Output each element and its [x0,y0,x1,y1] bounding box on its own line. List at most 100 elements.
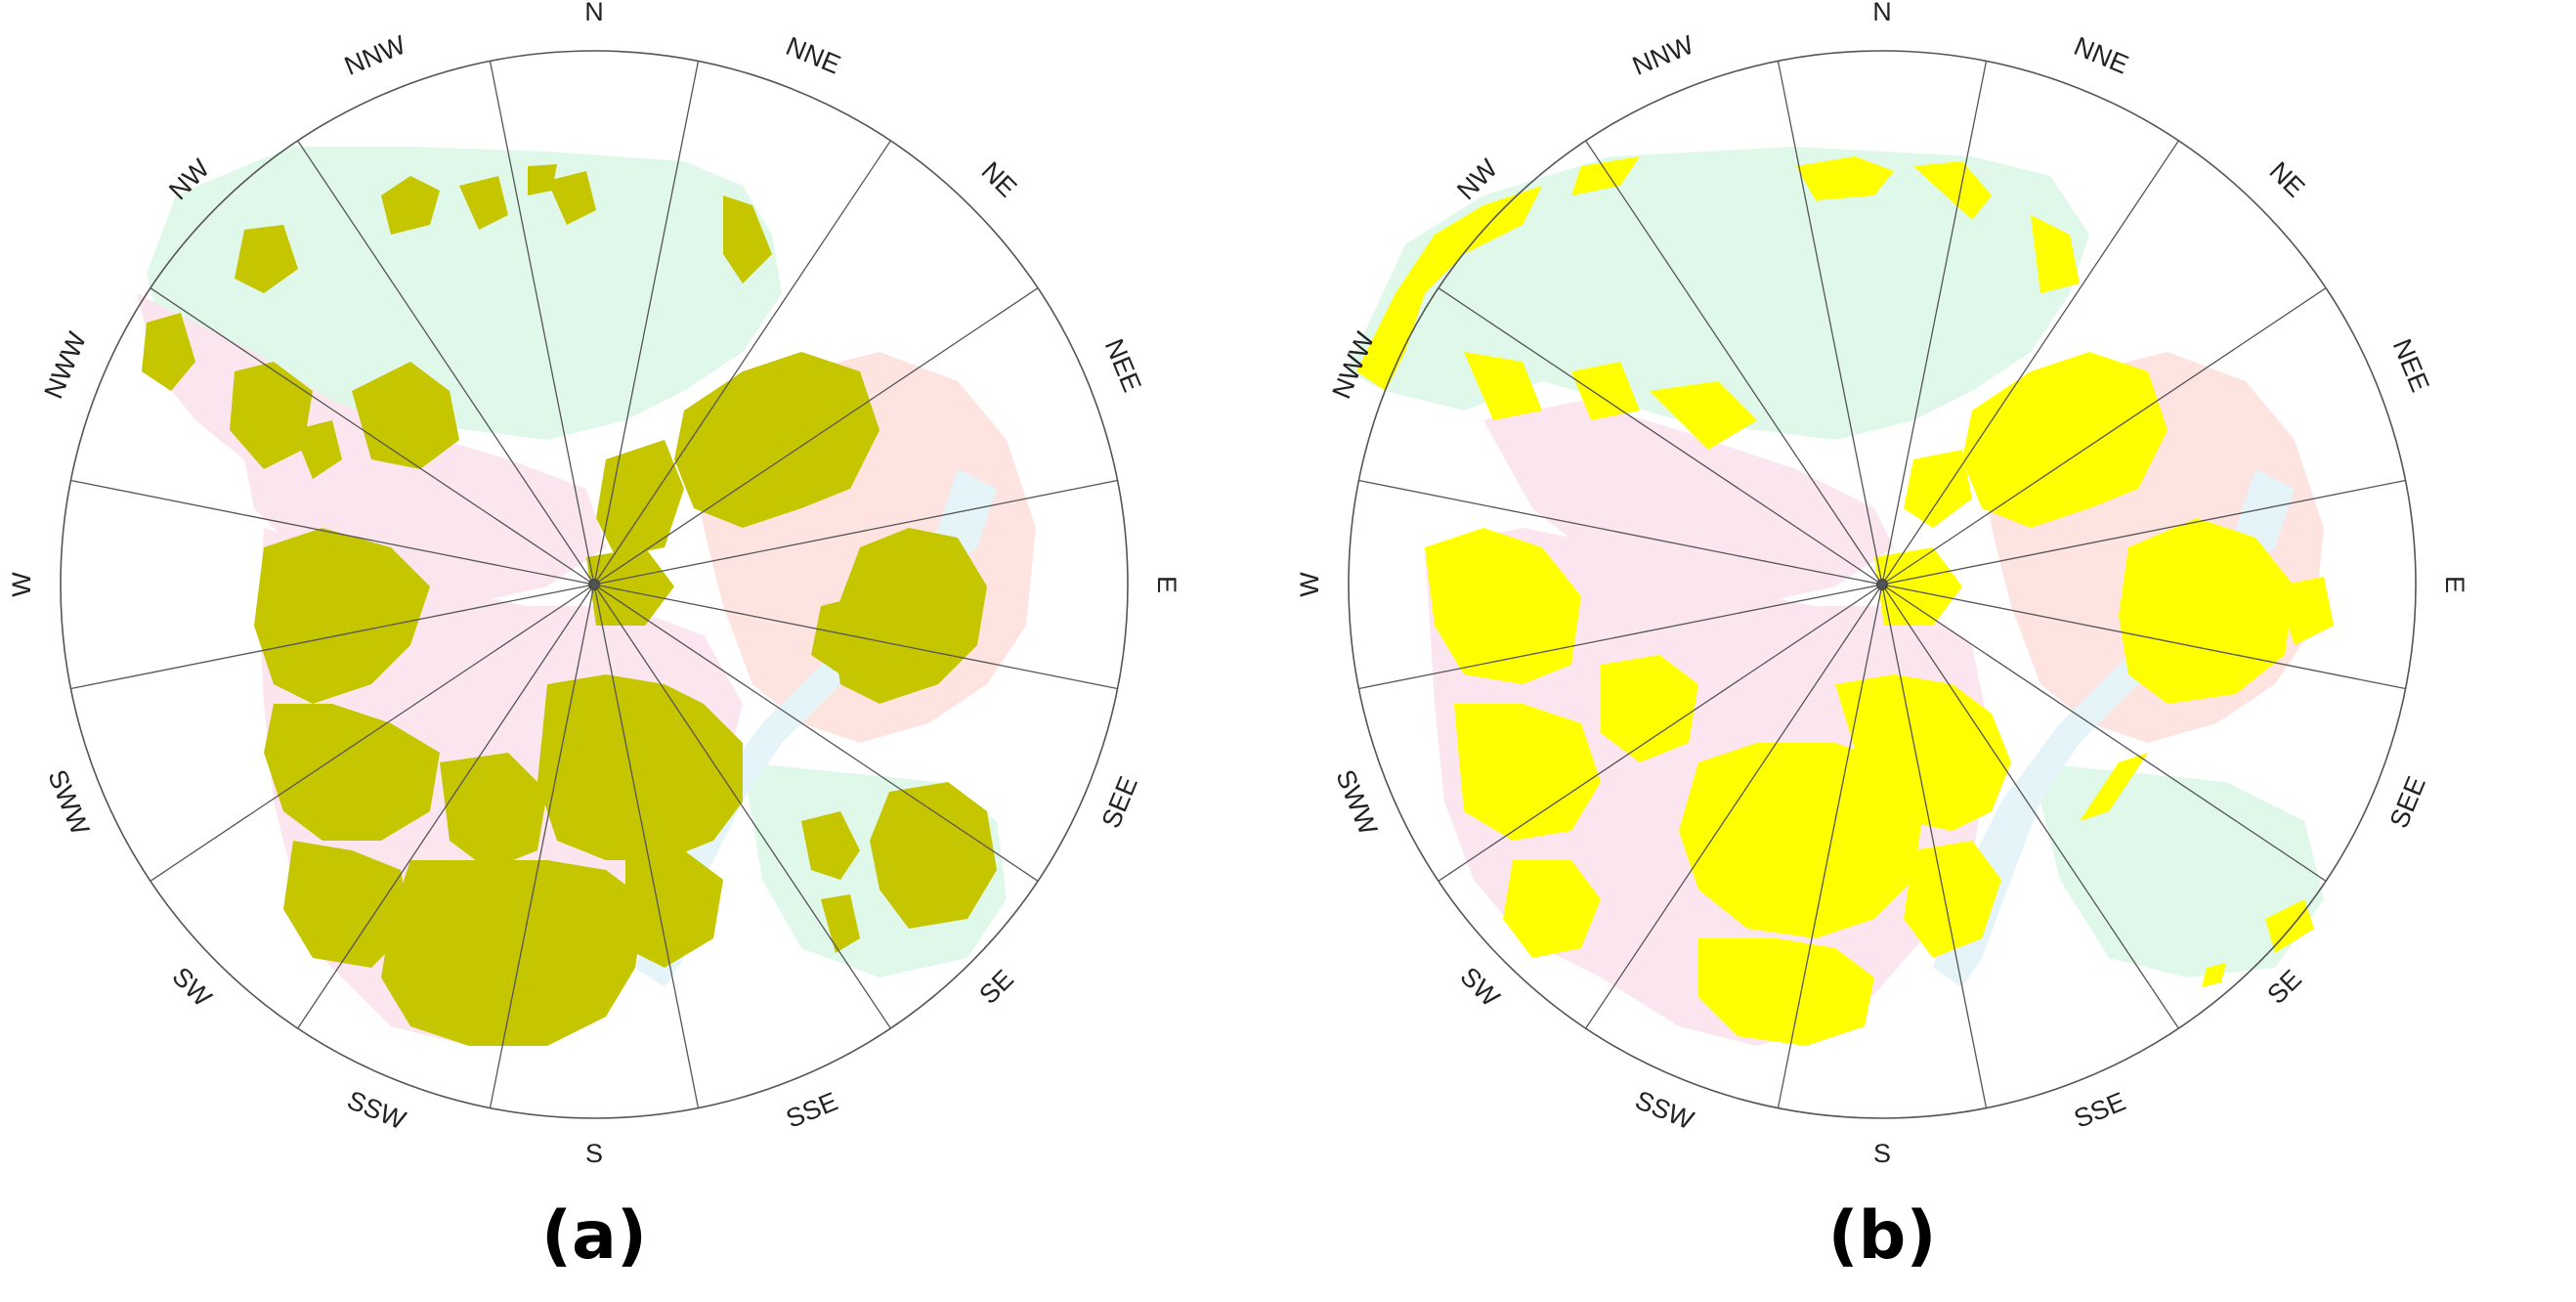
block [811,596,870,674]
sector-boundary-line [1881,584,2406,690]
direction-label-see: SEE [1096,772,1143,832]
sector-boundary-line [150,287,595,586]
direction-label-n: N [584,0,604,26]
direction-label-sww: SWW [1330,765,1383,840]
block [537,674,743,860]
block [625,850,723,968]
block [801,811,860,880]
base-pink-west [1483,401,1894,606]
block [723,195,772,283]
sector-boundary-line [593,584,700,1108]
block [1913,161,1992,220]
block [381,860,645,1046]
caption-b: (b) [1827,1197,1937,1275]
block [1962,352,2168,528]
sector-boundary-line [297,584,595,1029]
block [235,225,298,293]
outer-ring-b [1348,50,2417,1119]
block [1904,450,1972,528]
sector-boundary-line [297,140,595,586]
sector-boundary-line [1881,584,1988,1108]
sector-boundary-line [1881,61,1988,586]
block [264,704,440,841]
direction-label-s: S [585,1139,603,1168]
sector-boundary-line [1881,584,2179,1029]
sector-boundary-line [593,61,700,586]
direction-label-ne: NE [975,156,1022,203]
direction-label-see: SEE [2384,772,2431,832]
direction-label-nne: NNE [782,31,844,80]
sector-boundary-line [1777,61,1883,586]
direction-label-sse: SSE [2070,1087,2129,1134]
panel-a: N NNE NE NEE E SEE SE SSE S SSW SW SWW W NWW NW NNW (a) [7,0,1181,1275]
block [2265,899,2314,953]
direction-label-sw: SW [1454,962,1505,1013]
block [596,440,684,557]
block [1571,362,1640,420]
sector-boundary-line [1585,140,1883,586]
block [254,528,430,704]
block [1796,156,1894,200]
block [2080,753,2148,821]
highlight-blocks-b [1356,156,2334,1046]
sector-lines-a [70,61,1118,1108]
sector-boundary-line [1358,584,1883,690]
block [459,176,508,230]
sector-boundary-line [150,584,595,882]
block [440,753,547,870]
direction-label-nww: NWW [38,327,92,403]
panel-b: N NNE NE NEE E SEE SE SSE S SSW SW SWW W NWW NW NNW (b) [1288,0,2576,1302]
base-southeast [2031,762,2324,977]
sector-boundary-line [593,287,1039,586]
direction-label-nee: NEE [1099,334,1147,396]
block [1503,860,1601,958]
block [1835,674,2011,831]
sector-boundary-line [489,61,595,586]
sector-boundary-line [1881,584,2327,882]
base-green-north [1347,147,2089,440]
block [1464,352,1542,420]
sector-boundary-line [70,479,595,586]
block [547,171,596,225]
direction-label-ssw: SSW [343,1085,410,1135]
block [1650,381,1757,450]
sector-boundary-line [593,584,891,1029]
sector-boundary-line [593,584,1118,690]
block [831,528,987,704]
direction-label-sww: SWW [42,765,95,840]
sector-boundary-line [1881,479,2406,586]
block [230,362,313,469]
outer-ring-a [60,50,1129,1119]
direction-label-e: E [2440,576,2469,593]
sector-boundary-line [1585,584,1883,1029]
sector-boundary-line [1438,287,1883,586]
block [2275,577,2334,645]
direction-label-sw: SW [166,962,217,1013]
highlight-blocks-a [142,164,997,1046]
block [283,841,410,968]
direction-label-nne: NNE [2070,31,2132,80]
block [352,362,459,469]
sector-boundary-line [593,140,891,586]
block [2031,215,2080,293]
block [142,313,195,391]
block [1356,186,1542,391]
sector-boundary-line [1777,584,1883,1108]
direction-label-nee: NEE [2387,334,2435,396]
direction-label-ssw: SSW [1631,1085,1698,1135]
block [1698,938,1874,1046]
block [1904,841,2001,958]
block [1454,704,1601,841]
block [1425,528,1581,684]
direction-label-s: S [1873,1139,1891,1168]
sector-boundary-line [593,479,1118,586]
sector-boundary-line [1881,287,2327,586]
block [1601,655,1698,762]
sector-boundary-line [1881,140,2179,586]
direction-label-w: W [1295,572,1324,597]
sector-lines-b [1358,61,2406,1108]
direction-label-e: E [1152,576,1181,593]
block [821,894,860,953]
